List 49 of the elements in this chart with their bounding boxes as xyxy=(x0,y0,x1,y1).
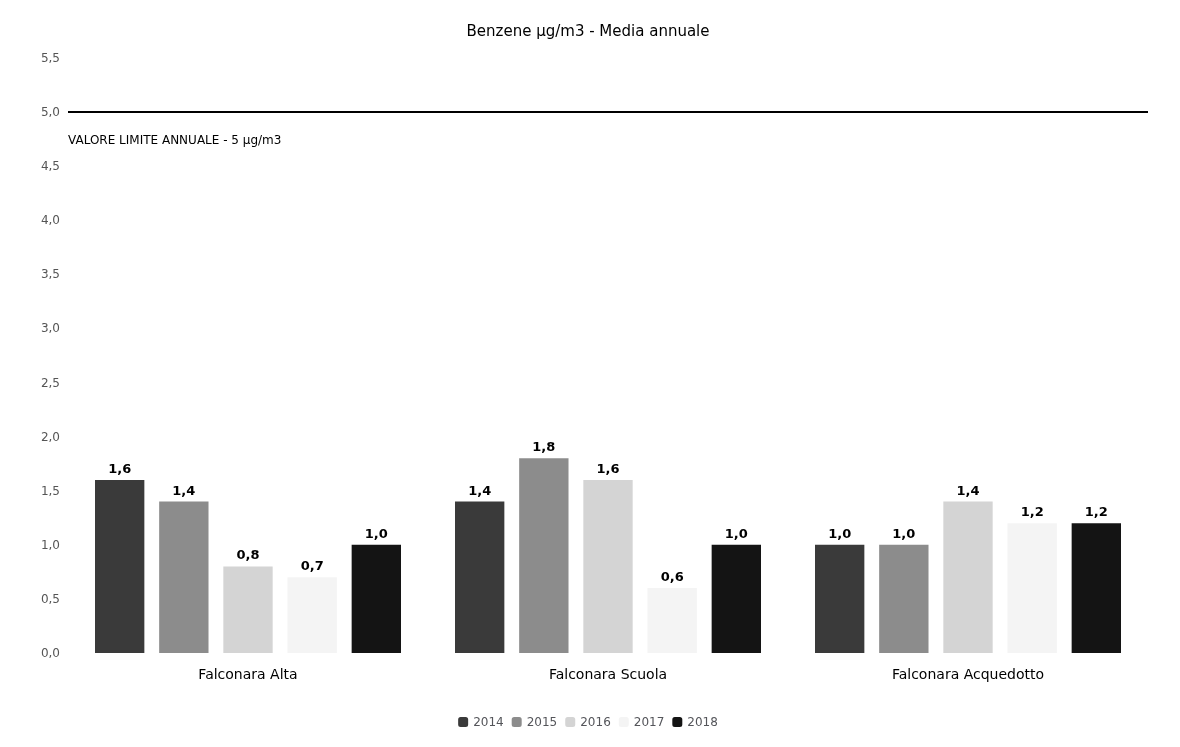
bar xyxy=(583,479,633,653)
bar xyxy=(519,458,569,653)
data-label: 1,6 xyxy=(108,460,132,476)
legend-label: 2014 xyxy=(473,715,504,729)
data-label: 1,4 xyxy=(172,482,196,498)
x-tick-label: Falconara Alta xyxy=(198,666,298,682)
data-label: 1,4 xyxy=(468,482,492,498)
data-label: 1,8 xyxy=(532,439,556,455)
chart-title: Benzene µg/m3 - Media annuale xyxy=(466,21,710,40)
x-tick-label: Falconara Scuola xyxy=(548,666,668,682)
bar xyxy=(159,501,209,653)
y-tick-label: 3,5 xyxy=(40,267,60,282)
data-label: 0,8 xyxy=(236,547,260,563)
y-tick-label: 3,0 xyxy=(40,321,60,336)
data-label: 1,0 xyxy=(724,525,748,541)
y-tick-label: 4,5 xyxy=(40,159,60,174)
bar xyxy=(879,544,929,653)
data-label: 1,0 xyxy=(892,525,916,541)
y-tick-label: 0,5 xyxy=(40,591,60,606)
bar xyxy=(455,501,505,653)
data-label: 1,4 xyxy=(956,482,980,498)
bar xyxy=(95,479,145,653)
y-tick-label: 1,5 xyxy=(40,483,60,498)
y-tick-label: 0,0 xyxy=(40,646,60,660)
y-tick-label: 2,5 xyxy=(40,375,60,390)
y-tick-label: 4,0 xyxy=(40,213,60,228)
bar xyxy=(943,501,993,653)
bar xyxy=(351,544,401,653)
data-label: 1,0 xyxy=(364,525,388,541)
legend-label: 2015 xyxy=(526,715,558,729)
y-tick-label: 5,0 xyxy=(40,105,60,120)
bar xyxy=(711,544,761,653)
y-tick-label: 1,0 xyxy=(40,537,60,552)
y-tick-label: 5,5 xyxy=(40,51,60,65)
data-label: 0,6 xyxy=(660,569,684,585)
data-label: 1,2 xyxy=(1020,504,1044,520)
ref-line-label: VALORE LIMITE ANNUALE - 5 µg/m3 xyxy=(68,133,282,148)
bar xyxy=(815,544,865,653)
data-label: 1,0 xyxy=(828,525,852,541)
legend-label: 2016 xyxy=(580,715,611,729)
bar xyxy=(223,566,273,653)
bar xyxy=(1071,523,1121,653)
data-label: 0,7 xyxy=(300,558,324,574)
x-tick-label: Falconara Acquedotto xyxy=(891,666,1045,682)
data-label: 1,2 xyxy=(1084,504,1108,520)
y-tick-label: 2,0 xyxy=(40,429,60,444)
legend-label: 2018 xyxy=(687,715,718,729)
data-label: 1,6 xyxy=(596,460,620,476)
legend-label: 2017 xyxy=(633,715,665,729)
